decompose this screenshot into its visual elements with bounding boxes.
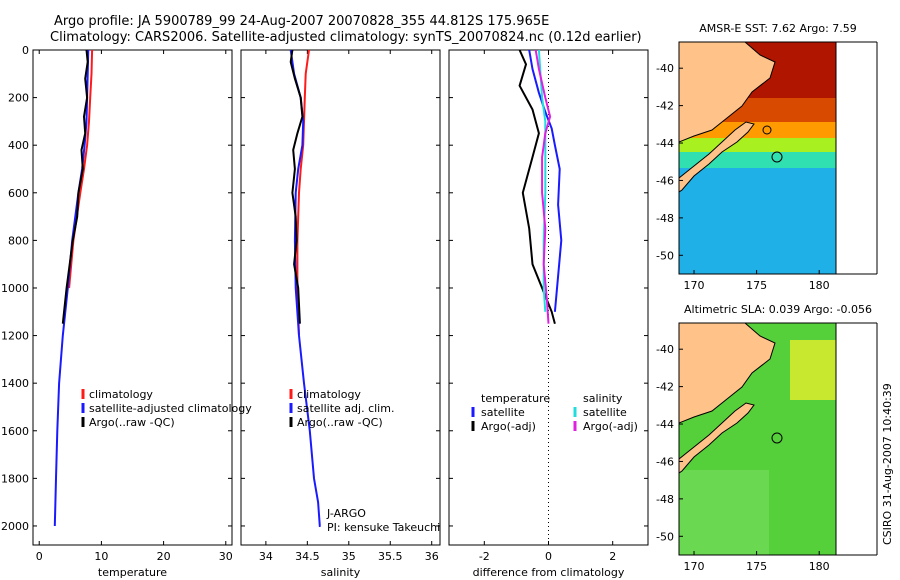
sst-plot-frame	[678, 41, 837, 275]
sla-lat-tick-label: -44	[656, 418, 674, 431]
salinity-panel: 34 34.5 35 35.5 36 salinity climatologysatelli…	[240, 49, 441, 579]
sst-lat-tick-label: -50	[656, 249, 674, 262]
salinity-x-tick-label: 35	[342, 550, 356, 563]
depth-tick-label: 0	[22, 44, 29, 57]
salinity-series-satellite-adj-clim-	[289, 49, 321, 527]
program-label: J-ARGO	[326, 507, 366, 520]
sla-plot-frame	[678, 322, 837, 556]
sst-lat-tick-label: -40	[656, 62, 674, 75]
salinity-x-tick-label: 36	[425, 550, 439, 563]
sst-lon-tick-label: 170	[684, 279, 705, 292]
sla-lon-tick-label: 180	[809, 560, 830, 573]
salinity-plot-frame	[240, 49, 441, 546]
sla-lon-tick-label: 175	[746, 560, 767, 573]
figure-title-line2: Climatology: CARS2006. Satellite-adjuste…	[50, 30, 642, 45]
salinity-x-tick-label: 34	[259, 550, 273, 563]
salinity-legend-label: climatology	[297, 388, 361, 401]
sst-lon-tick-label: 175	[746, 279, 767, 292]
difference-legend-label: Argo(-adj)	[583, 420, 638, 433]
temperature-series-climatology	[68, 49, 94, 289]
sst-lon-tick-label: 180	[809, 279, 830, 292]
sst-lat-tick-label: -42	[656, 100, 674, 113]
temperature-legend-label: satellite-adjusted climatology	[89, 402, 252, 415]
sla-positive-anomaly	[790, 340, 836, 400]
depth-tick-label: 1200	[1, 330, 29, 343]
sst-lat-tick-label: -46	[656, 174, 674, 187]
sla-south-island-land	[679, 402, 755, 474]
figure-title-line1: Argo profile: JA 5900789_99 24-Aug-2007 …	[54, 14, 550, 29]
difference-legend-header-salinity: salinity	[583, 392, 623, 405]
depth-tick-label: 800	[8, 234, 29, 247]
temperature-x-tick-label: 30	[219, 550, 233, 563]
sla-lon-tick-label: 170	[684, 560, 705, 573]
sla-north-island-land	[679, 323, 776, 424]
sst-front-orange	[679, 122, 836, 142]
depth-tick-label: 1800	[1, 472, 29, 485]
temperature-x-axis-label: temperature	[98, 566, 167, 579]
sst-front-green	[679, 138, 836, 154]
difference-legend-label: satellite	[481, 406, 525, 419]
depth-tick-label: 200	[8, 92, 29, 105]
salinity-series-climatology	[296, 49, 310, 336]
temperature-series-satellite-adjusted-climatology	[53, 49, 90, 527]
sla-lat-tick-label: -48	[656, 493, 674, 506]
sst-argo-position-circle	[771, 151, 783, 163]
sst-cold-zone	[679, 168, 836, 274]
sla-lat-tick-label: -50	[656, 530, 674, 543]
difference-x-axis-label: difference from climatology	[473, 566, 625, 579]
difference-x-tick-label: -2	[479, 550, 490, 563]
difference-x-tick-label: 0	[545, 550, 552, 563]
side-timestamp-label: CSIRO 31-Aug-2007 10:40:39	[881, 383, 894, 545]
depth-tick-label: 1400	[1, 377, 29, 390]
salinity-x-tick-label: 35.5	[378, 550, 403, 563]
salinity-x-tick-label: 34.5	[295, 550, 320, 563]
sla-lat-tick-label: -40	[656, 343, 674, 356]
salinity-legend-label: Argo(..raw -QC)	[297, 416, 383, 429]
sla-southwest-patch	[679, 470, 769, 555]
sla-map-panel: 170 175 180 -40 -42 -44 -46 -48 -50 Altimetric SL…	[656, 303, 878, 573]
sst-contour-circle	[762, 125, 772, 135]
salinity-legend-label: satellite adj. clim.	[297, 402, 394, 415]
sst-lat-tick-label: -48	[656, 212, 674, 225]
sla-lat-tick-label: -42	[656, 381, 674, 394]
sla-map-title: Altimetric SLA: 0.039 Argo: -0.056	[684, 303, 872, 316]
pi-label: PI: kensuke Takeuchi	[327, 521, 440, 534]
sst-north-island-land	[679, 42, 776, 143]
sla-argo-position-circle	[771, 432, 783, 444]
difference-legend-header-temperature: temperature	[481, 392, 550, 405]
salinity-series-argo-raw-qc-	[289, 49, 304, 324]
sst-map-panel: 170 175 180 -40 -42 -44 -46 -48 -50 AMSR-E SST: 7…	[656, 22, 878, 292]
depth-tick-label: 600	[8, 187, 29, 200]
difference-panel: -2 0 2 difference from climatology temperatu…	[448, 49, 649, 579]
temperature-legend-label: Argo(..raw -QC)	[89, 416, 175, 429]
difference-series-salinity-argo-adj-	[534, 49, 552, 324]
difference-series-temperature-argo-adj-	[518, 49, 556, 324]
depth-tick-label: 1600	[1, 425, 29, 438]
difference-legend-label: Argo(-adj)	[481, 420, 536, 433]
temperature-x-tick-label: 10	[94, 550, 108, 563]
temperature-x-tick-label: 20	[157, 550, 171, 563]
sla-lat-tick-label: -46	[656, 455, 674, 468]
salinity-x-axis-label: salinity	[321, 566, 361, 579]
sst-lat-tick-label: -44	[656, 137, 674, 150]
temperature-plot-frame	[32, 49, 233, 546]
difference-series-temperature-satellite	[528, 49, 563, 312]
depth-tick-label: 2000	[1, 520, 29, 533]
sst-map-title: AMSR-E SST: 7.62 Argo: 7.59	[699, 22, 857, 35]
difference-x-tick-label: 2	[609, 550, 616, 563]
temperature-x-tick-label: 0	[36, 550, 43, 563]
depth-tick-label: 1000	[1, 282, 29, 295]
temperature-legend-label: climatology	[89, 388, 153, 401]
depth-tick-label: 400	[8, 139, 29, 152]
temperature-panel: 0 10 20 30 0 200 400 600 800 1000 1200 1400 1600 1800…	[1, 44, 252, 579]
sst-south-island-land	[679, 121, 755, 193]
difference-legend-label: satellite	[583, 406, 627, 419]
temperature-series-argo-raw-qc-	[61, 49, 89, 324]
